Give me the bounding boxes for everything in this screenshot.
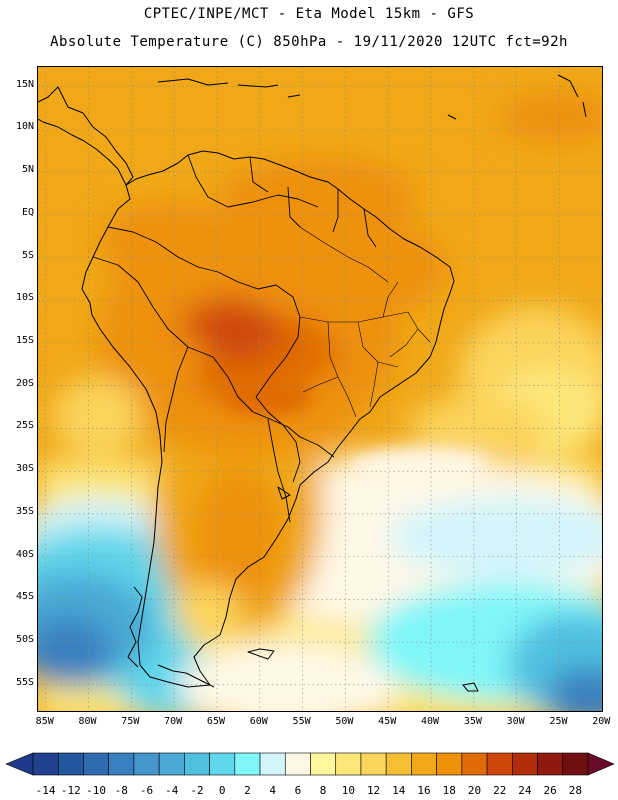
- lon-tick-label: 20W: [592, 716, 611, 727]
- lon-tick-label: 85W: [35, 716, 54, 727]
- temperature-map: [37, 66, 603, 712]
- colorbar-tick-label: 16: [417, 784, 431, 797]
- lon-tick-label: 55W: [292, 716, 311, 727]
- colorbar-swatch: [158, 752, 185, 776]
- lat-tick-label: 15S: [15, 335, 34, 346]
- lat-tick-label: 5S: [21, 249, 34, 261]
- lat-tick-label: 50S: [15, 634, 34, 646]
- colorbar-tick-label: -10: [86, 784, 106, 797]
- caribbean-islands: [157, 74, 587, 120]
- colorbar-swatch: [512, 752, 538, 776]
- colorbar-tick-label: 26: [543, 784, 557, 797]
- lat-tick-label: 20S: [15, 377, 34, 389]
- colorbar-swatch: [83, 752, 109, 776]
- colorbar-tick-label: 18: [442, 784, 456, 797]
- lon-tick-label: 45W: [378, 716, 397, 727]
- colorbar-tick-label: 4: [269, 784, 276, 797]
- colorbar-tick-label: 8: [319, 784, 327, 797]
- lat-tick-label: 5N: [21, 164, 34, 176]
- state-borders: [299, 226, 431, 418]
- lat-tick-label: 45S: [15, 591, 34, 603]
- colorbar-swatch: [32, 752, 59, 776]
- lon-tick-label: 30W: [506, 716, 525, 727]
- lat-tick-label: 30S: [15, 463, 34, 475]
- lon-tick-label: 80W: [78, 716, 97, 727]
- colorbar-tick-label: 22: [493, 784, 507, 797]
- colorbar-tick-label: -14: [35, 784, 56, 797]
- lon-tick-label: 65W: [206, 716, 225, 727]
- colorbar-swatch: [411, 752, 437, 776]
- lat-tick-label: 25S: [15, 420, 34, 432]
- lat-tick-label: 35S: [15, 505, 34, 517]
- lon-tick-label: 50W: [335, 716, 354, 727]
- lat-tick-label: EQ: [21, 206, 34, 218]
- colorbar-over-arrow: [587, 752, 615, 776]
- lat-tick-label: 10N: [15, 121, 34, 133]
- colorbar-swatch: [259, 752, 286, 776]
- lon-tick-label: 70W: [164, 716, 183, 727]
- colorbar-tick-label: -4: [165, 784, 179, 797]
- map-canvas: [38, 67, 602, 711]
- colorbar-swatch: [184, 752, 210, 776]
- lon-tick-label: 25W: [549, 716, 568, 727]
- colorbar-tick-label: 6: [294, 784, 302, 797]
- lon-tick-label: 40W: [421, 716, 440, 727]
- lon-tick-label: 75W: [121, 716, 140, 727]
- colorbar-swatch: [310, 752, 337, 776]
- colorbar-swatch: [133, 752, 160, 776]
- colorbar-tick-label: 12: [366, 784, 381, 797]
- southern-islands: [127, 486, 479, 692]
- colorbar-swatch: [234, 752, 261, 776]
- colorbar-swatch: [209, 752, 236, 776]
- colorbar-swatch: [360, 752, 387, 776]
- colorbar-swatch: [284, 752, 311, 776]
- coastlines: [38, 74, 587, 692]
- lat-tick-label: 40S: [15, 548, 34, 560]
- lon-tick-label: 60W: [249, 716, 268, 727]
- central-america-coast: [38, 86, 134, 186]
- colorbar-tick-label: 24: [518, 784, 532, 797]
- colorbar-tick-label: -6: [139, 784, 154, 797]
- colorbar-swatch: [537, 752, 564, 776]
- temperature-field: [38, 67, 602, 711]
- lat-tick-label: 10S: [15, 292, 34, 304]
- lat-tick-label: 15N: [15, 78, 34, 90]
- country-borders: [92, 154, 377, 523]
- colorbar-tick-label: 0: [218, 784, 226, 797]
- colorbar-tick-label: 14: [392, 784, 406, 797]
- colorbar-swatch: [335, 752, 362, 776]
- colorbar-swatch: [436, 752, 463, 776]
- colorbar-swatch: [486, 752, 513, 776]
- colorbar-swatch: [385, 752, 412, 776]
- colorbar-tick-label: -8: [114, 784, 128, 797]
- colorbar-tick-label: 20: [467, 784, 482, 797]
- lat-tick-label: 55S: [15, 676, 34, 688]
- colorbar-tick-label: 28: [568, 784, 582, 797]
- map-subtitle: Absolute Temperature (C) 850hPa - 19/11/…: [50, 34, 568, 50]
- colorbar-swatch: [562, 752, 589, 776]
- colorbar: [5, 752, 615, 776]
- south-america-coast: [81, 150, 455, 688]
- colorbar-tick-label: 10: [341, 784, 355, 797]
- map-title: CPTEC/INPE/MCT - Eta Model 15km - GFS: [143, 6, 475, 22]
- colorbar-tick-label: -2: [190, 784, 204, 797]
- lon-tick-label: 35W: [463, 716, 482, 727]
- colorbar-tick-label: 2: [244, 784, 251, 797]
- colorbar-swatch: [108, 752, 135, 776]
- colorbar-swatch: [461, 752, 488, 776]
- colorbar-swatch: [57, 752, 84, 776]
- colorbar-tick-label: -12: [60, 784, 81, 797]
- colorbar-under-arrow: [5, 752, 34, 776]
